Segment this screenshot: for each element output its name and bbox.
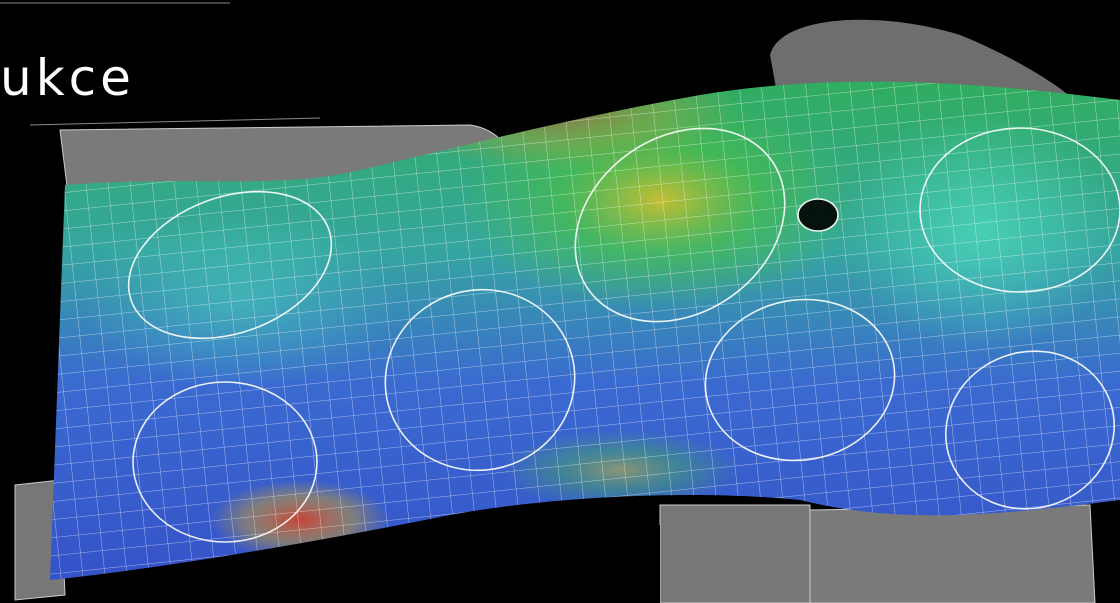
gray-panel bbox=[659, 504, 811, 603]
rule bbox=[29, 117, 321, 126]
ellipses bbox=[127, 127, 1120, 543]
title: ukce bbox=[0, 49, 135, 107]
gray-panel bbox=[809, 504, 1096, 603]
gap bbox=[100, 525, 660, 603]
